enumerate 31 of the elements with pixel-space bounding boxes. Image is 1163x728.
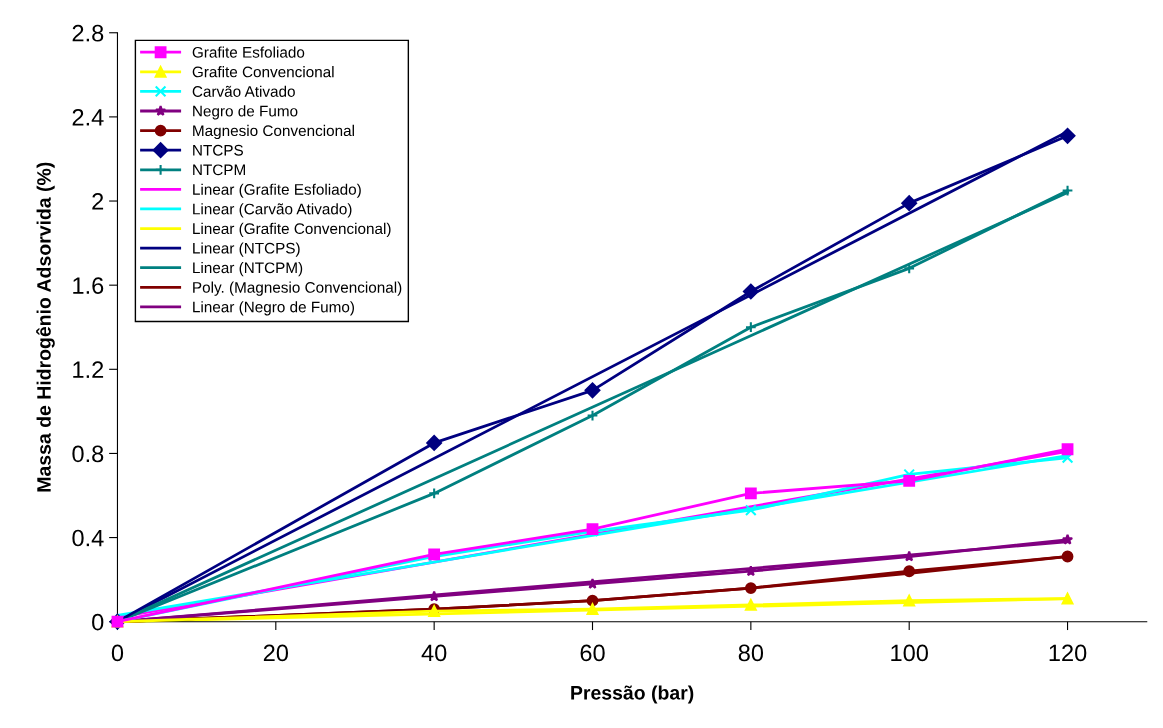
y-tick-label: 0.4 [72, 529, 104, 547]
legend-label: Grafite Esfoliado [192, 46, 305, 58]
legend-label: Carvão Ativado [192, 85, 295, 97]
x-tick-label: 0 [111, 644, 124, 662]
legend-label: Negro de Fumo [193, 105, 298, 120]
x-axis-title: Pressão (bar) [571, 685, 694, 704]
legend-label: Magnesio Convencional [193, 124, 354, 140]
y-tick-label: 0.8 [72, 445, 104, 463]
x-tick-label: 60 [580, 644, 605, 662]
x-tick-label: 100 [891, 644, 928, 662]
legend-label: Linear (Grafite Convencional) [193, 222, 391, 238]
legend-label: Grafite Convencional [192, 66, 334, 78]
x-tick-label: 20 [263, 644, 289, 662]
y-tick-label: 1.6 [73, 277, 104, 294]
legend-label: Linear (NTCPS) [193, 242, 300, 257]
y-tick-label: 2 [92, 193, 104, 210]
legend-label: NTCPS [193, 144, 243, 156]
x-tick-label: 40 [421, 644, 447, 662]
legend-label: NTCPM [193, 164, 245, 176]
y-axis-title: Massa de Hidrogênio Adsorvida (%) [36, 162, 55, 492]
x-tick-label: 120 [1049, 644, 1087, 662]
legend-label: Linear (Grafite Esfoliado) [193, 183, 361, 198]
legend-label: Linear (Negro de Fumo) [193, 301, 355, 316]
y-tick-label: 2.4 [72, 108, 104, 126]
legend-label: Linear (Carvão Ativado) [193, 203, 352, 218]
legend-label: Poly. (Magnesio Convencional) [193, 281, 402, 296]
y-tick-label: 0 [92, 613, 104, 631]
legend-label: Linear (NTCPM) [193, 261, 303, 277]
y-tick-label: 1.2 [73, 361, 104, 378]
x-tick-label: 80 [738, 644, 764, 662]
y-tick-label: 2.8 [72, 24, 104, 42]
